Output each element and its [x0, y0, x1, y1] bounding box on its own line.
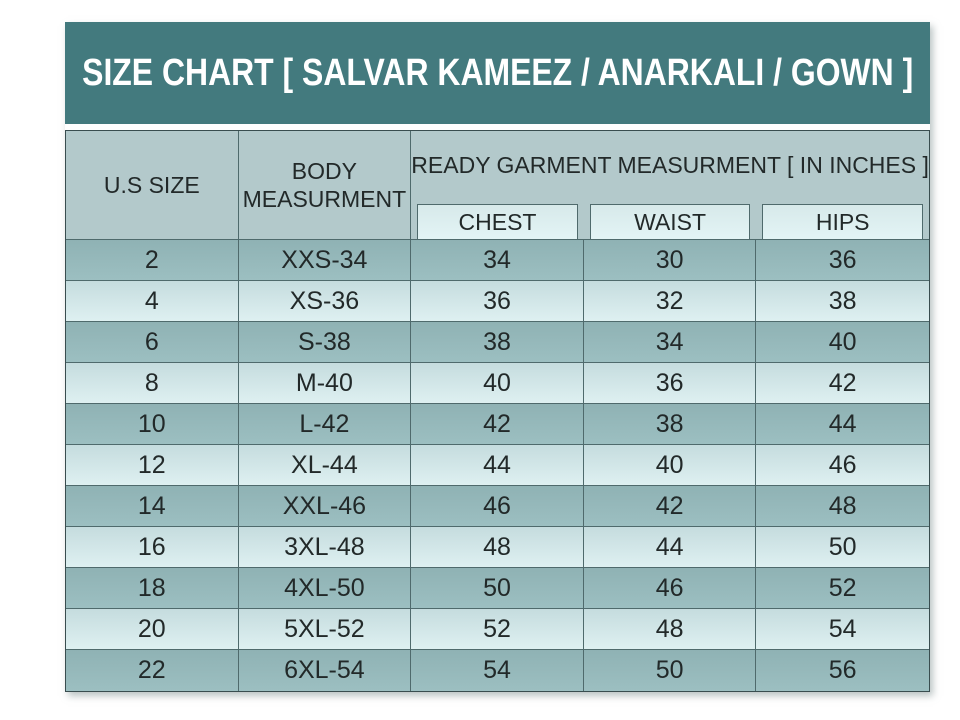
- cell-r7-chest: 48: [411, 527, 584, 568]
- col-header-chest-label: CHEST: [417, 204, 578, 239]
- cell-r4-body: L-42: [238, 404, 412, 445]
- cell-r3-waist: 36: [583, 363, 757, 404]
- cell-r6-body: XXL-46: [238, 486, 412, 527]
- cell-r5-waist: 40: [583, 445, 757, 486]
- size-chart-panel: SIZE CHART [ SALVAR KAMEEZ / ANARKALI / …: [65, 22, 930, 692]
- cell-r8-body: 4XL-50: [238, 568, 412, 609]
- cell-r4-waist: 38: [583, 404, 757, 445]
- cell-r10-body: 6XL-54: [238, 650, 412, 691]
- cell-r0-waist: 30: [583, 240, 757, 281]
- cell-r1-us_size: 4: [66, 281, 239, 322]
- cell-r3-chest: 40: [411, 363, 584, 404]
- cell-r0-body: XXS-34: [238, 240, 412, 281]
- cell-r2-body: S-38: [238, 322, 412, 363]
- cell-r8-us_size: 18: [66, 568, 239, 609]
- cell-r2-us_size: 6: [66, 322, 239, 363]
- cell-r5-hips: 46: [756, 445, 929, 486]
- cell-r8-hips: 52: [756, 568, 929, 609]
- cell-r4-chest: 42: [411, 404, 584, 445]
- cell-r4-hips: 44: [756, 404, 929, 445]
- chart-title-banner: SIZE CHART [ SALVAR KAMEEZ / ANARKALI / …: [65, 22, 930, 124]
- cell-r7-waist: 44: [583, 527, 757, 568]
- col-header-hips: HIPS: [756, 200, 929, 240]
- cell-r10-hips: 56: [756, 650, 929, 691]
- cell-r8-chest: 50: [411, 568, 584, 609]
- cell-r6-hips: 48: [756, 486, 929, 527]
- cell-r8-waist: 46: [583, 568, 757, 609]
- cell-r5-chest: 44: [411, 445, 584, 486]
- cell-r9-hips: 54: [756, 609, 929, 650]
- cell-r4-us_size: 10: [66, 404, 239, 445]
- col-header-us-size: U.S SIZE: [66, 131, 239, 240]
- cell-r0-hips: 36: [756, 240, 929, 281]
- cell-r7-us_size: 16: [66, 527, 239, 568]
- cell-r0-us_size: 2: [66, 240, 239, 281]
- cell-r5-us_size: 12: [66, 445, 239, 486]
- col-header-body-measurement: BODY MEASURMENT: [238, 131, 412, 240]
- cell-r7-hips: 50: [756, 527, 929, 568]
- cell-r1-waist: 32: [583, 281, 757, 322]
- cell-r5-body: XL-44: [238, 445, 412, 486]
- cell-r10-waist: 50: [583, 650, 757, 691]
- cell-r9-body: 5XL-52: [238, 609, 412, 650]
- cell-r6-us_size: 14: [66, 486, 239, 527]
- col-header-chest: CHEST: [411, 200, 584, 240]
- cell-r2-waist: 34: [583, 322, 757, 363]
- cell-r10-chest: 54: [411, 650, 584, 691]
- cell-r6-chest: 46: [411, 486, 584, 527]
- cell-r9-waist: 48: [583, 609, 757, 650]
- cell-r1-body: XS-36: [238, 281, 412, 322]
- cell-r3-hips: 42: [756, 363, 929, 404]
- col-header-waist-label: WAIST: [589, 204, 751, 239]
- chart-title: SIZE CHART [ SALVAR KAMEEZ / ANARKALI / …: [81, 51, 914, 94]
- cell-r3-us_size: 8: [66, 363, 239, 404]
- col-header-ready-garment-group: READY GARMENT MEASURMENT [ IN INCHES ]: [411, 131, 929, 200]
- cell-r9-chest: 52: [411, 609, 584, 650]
- cell-r3-body: M-40: [238, 363, 412, 404]
- col-header-waist: WAIST: [583, 200, 757, 240]
- col-header-hips-label: HIPS: [762, 204, 923, 239]
- size-table: U.S SIZE BODY MEASURMENT READY GARMENT M…: [65, 130, 930, 692]
- cell-r2-hips: 40: [756, 322, 929, 363]
- cell-r7-body: 3XL-48: [238, 527, 412, 568]
- cell-r1-chest: 36: [411, 281, 584, 322]
- cell-r2-chest: 38: [411, 322, 584, 363]
- cell-r6-waist: 42: [583, 486, 757, 527]
- cell-r10-us_size: 22: [66, 650, 239, 691]
- cell-r1-hips: 38: [756, 281, 929, 322]
- cell-r0-chest: 34: [411, 240, 584, 281]
- cell-r9-us_size: 20: [66, 609, 239, 650]
